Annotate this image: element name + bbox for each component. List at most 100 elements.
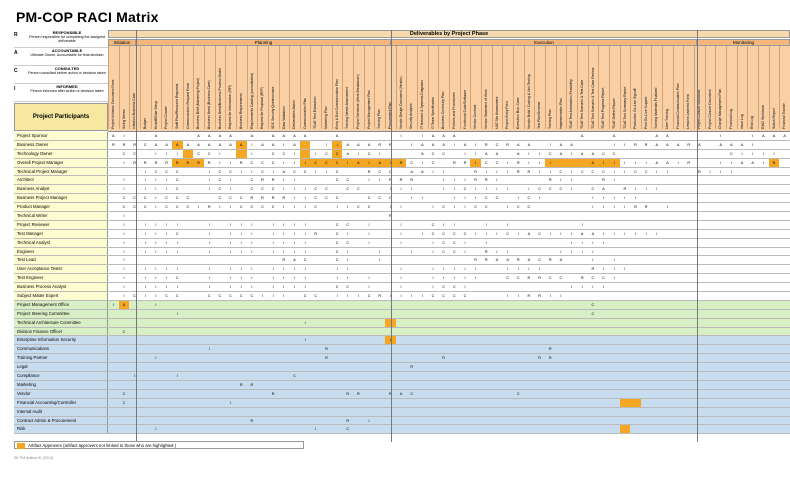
raci-cell: I (112, 302, 114, 307)
raci-cell: I (155, 222, 157, 227)
raci-cell: A (346, 142, 350, 147)
raci-cell: I (773, 151, 775, 156)
table-row: Risk I I C (14, 425, 790, 435)
raci-cell: I (464, 151, 466, 156)
raci-cell: I (507, 160, 509, 165)
raci-cell: I (304, 231, 306, 236)
raci-cells: C (108, 328, 790, 336)
raci-cell: R (644, 205, 648, 210)
raci-cell: I (123, 249, 125, 254)
raci-cell: R (591, 267, 595, 272)
table-row: Business OwnerRRRCAAAAAAAAAIAAIAIIAAARRI… (14, 140, 790, 150)
raci-cell: I (453, 196, 455, 201)
column-header: Marketing Plan (321, 46, 332, 129)
raci-cell: I (176, 374, 178, 379)
participant-name: Technology Owner (14, 149, 108, 158)
raci-cell: C (484, 196, 488, 201)
participant-name: Risk (14, 425, 108, 434)
raci-cell: C (548, 187, 552, 192)
raci-cell: A (527, 231, 531, 236)
raci-cell: I (251, 151, 253, 156)
raci-cell: A (293, 142, 296, 147)
raci-cell: C (165, 196, 168, 201)
column-header: Business Need/Business Process Model (214, 46, 226, 129)
raci-cell: C (484, 205, 488, 210)
raci-cell: A (367, 142, 371, 147)
raci-cell: C (506, 276, 509, 281)
raci-cell: I (730, 160, 732, 165)
legend-desc: Ultimate Owner, Accountable for final de… (30, 53, 104, 57)
raci-cell: C (591, 311, 595, 316)
raci-cell: I (144, 178, 146, 183)
raci-cell: I (347, 249, 349, 254)
raci-cell: I (624, 231, 626, 236)
raci-cell: I (385, 292, 396, 300)
raci-cell: C (367, 196, 371, 201)
column-header-label: Business Requirements (238, 93, 243, 129)
raci-cell: I (549, 169, 551, 174)
raci-cell: I (123, 187, 125, 192)
raci-cell: A (506, 258, 509, 263)
raci-cell: C (143, 142, 147, 147)
raci-cell: I (155, 356, 157, 361)
raci-cell: C (452, 231, 456, 236)
raci-cell: I (634, 196, 637, 201)
raci-cell: I (176, 222, 178, 227)
raci-cell: I (624, 160, 626, 165)
column-header: Training Needs Assessment (342, 46, 353, 129)
raci-cell: I (347, 205, 349, 210)
raci-cell: I (624, 267, 626, 272)
raci-cell: I (400, 276, 402, 281)
raci-cell: A (495, 151, 499, 156)
raci-cell: C (175, 169, 179, 174)
column-header-label: Implementation Plan (558, 98, 563, 129)
raci-cell: C (325, 196, 328, 201)
raci-cell: C (516, 205, 520, 210)
raci-cell: R (474, 178, 478, 183)
column-header: Status Report (768, 46, 780, 129)
raci-cell: I (453, 142, 455, 147)
table-row: ArchitectIIIICICICRRIICCIIRRRIIIRRIRIIRI (14, 176, 790, 186)
raci-cell: I (560, 249, 562, 254)
raci-cell: C (175, 178, 179, 183)
raci-cell: I (432, 267, 434, 272)
raci-cell: R (484, 249, 488, 254)
column-header: Requirements Catalog (consolidated) (246, 46, 258, 129)
phase-divider (697, 30, 698, 442)
approvers-note: Artifact Approvers (artifact approvers n… (14, 441, 304, 449)
raci-cell: I (411, 142, 413, 147)
legend-row: R RESPONSIBLE Person responsible for comp… (14, 30, 108, 48)
raci-cell: I (379, 151, 381, 156)
raci-cell: C (346, 427, 350, 432)
raci-cell: I (144, 267, 146, 272)
raci-cell: I (539, 160, 541, 165)
raci-cell: I (528, 267, 530, 272)
legend-row: A ACCOUNTABLE Ultimate Owner, Accountable… (14, 48, 108, 66)
raci-cell (619, 425, 631, 434)
raci-cell: I (421, 196, 423, 201)
raci-cell: A (751, 160, 754, 165)
participant-name: Division Finance Officer (14, 327, 108, 336)
raci-cell: R (538, 356, 541, 361)
raci-cell: A (353, 158, 364, 167)
raci-cell: A (421, 142, 424, 147)
raci-cell: I (571, 151, 573, 156)
column-header-label: Communication Request Form (185, 83, 190, 129)
raci-cell: R (516, 160, 520, 165)
raci-cell: I (123, 134, 125, 138)
participant-name: Test Engineer (14, 274, 108, 283)
raci-cell: I (581, 240, 583, 245)
raci-cell: R (271, 178, 275, 183)
raci-cell: I (400, 285, 402, 290)
raci-cell: C (175, 205, 179, 210)
raci-cell: I (363, 158, 375, 167)
raci-cell: I (208, 267, 210, 272)
raci-cell: I (496, 231, 498, 236)
raci-cell: I (155, 249, 157, 254)
raci-cell: I (666, 169, 668, 174)
raci-cell: I (720, 160, 722, 165)
raci-cell: A (186, 142, 190, 147)
